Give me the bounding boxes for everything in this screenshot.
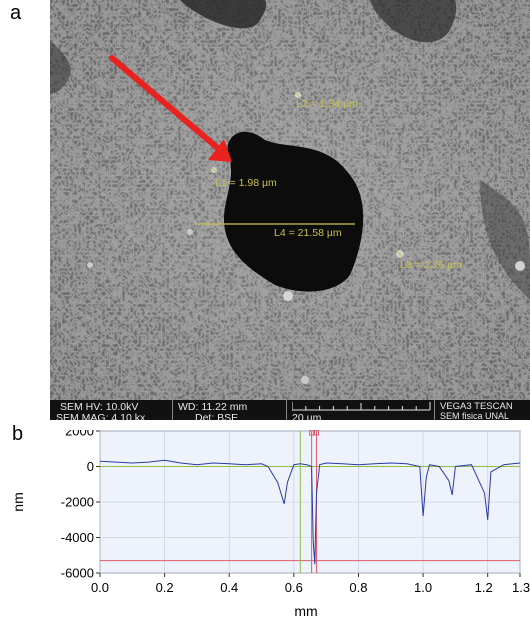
red-arrow [109,55,223,153]
x-tick-label: 1.0 [414,580,432,595]
dark-region-top [180,0,267,29]
red-arrow-head [208,139,232,162]
lab-label: SEM fisica UNAL [440,411,510,420]
sem-det: Det: BSE [195,412,239,420]
y-tick-label: -2000 [61,495,94,510]
dark-region-top-right [370,0,457,43]
sem-micrograph: L2 = 1.34 µm L1 = 1.98 µm L4 = 21.58 µm … [50,0,530,420]
scale-bar-label: 20 µm [292,412,322,420]
y-tick-label: -6000 [61,566,94,581]
panel-b-letter: b [12,423,24,445]
x-tick-labels: 0.0 0.2 0.4 0.6 0.8 1.0 1.2 1.3 [91,573,530,595]
y-tick-labels: 2000 0 -2000 -4000 -6000 [61,430,100,581]
sem-image: L2 = 1.34 µm L1 = 1.98 µm L4 = 21.58 µm … [50,0,530,400]
cursor-flag [313,430,319,436]
measure-line-l3 [397,251,403,258]
scale-bar [292,402,431,411]
measure-line-l1 [211,167,217,173]
profile-series-line [99,459,521,565]
x-tick-label: 1.2 [475,580,493,595]
sem-mag: SEM MAG: 4.10 kx [56,412,146,420]
panel-a-letter: a [10,2,22,24]
pore [223,131,364,292]
measure-line-l2 [295,91,300,98]
x-tick-label: 0.2 [156,580,174,595]
y-tick-label: 0 [87,459,94,474]
cursor-flag [309,430,315,436]
profile-chart: 2000 0 -2000 -4000 -6000 0.0 0.2 0.4 0.6 0.8 1.0 1… [10,430,530,619]
measure-label-l2: L2 = 1.34 µm [296,98,358,110]
y-axis-title: nm [10,492,26,511]
brand-label: VEGA3 TESCAN [440,401,513,412]
sem-hv: SEM HV: 10.0kV [60,401,139,413]
measure-label-l3: L3 = 2.26 µm [400,259,462,271]
y-tick-label: -4000 [61,530,94,545]
x-tick-label: 0.6 [285,580,303,595]
reference-lines [100,430,520,573]
x-tick-label: 1.3 [512,580,530,595]
sem-info-bar: SEM HV: 10.0kV SEM MAG: 4.10 kx WD: 11.2… [50,400,530,420]
sem-wd: WD: 11.22 mm [178,401,248,413]
x-tick-label: 0.8 [349,580,367,595]
x-axis-title: mm [294,603,317,619]
y-tick-label: 2000 [65,430,94,439]
x-tick-label: 0.0 [91,580,109,595]
measure-label-l1: L1 = 1.98 µm [215,177,277,189]
x-tick-label: 0.4 [220,580,238,595]
measure-label-l4: L4 = 21.58 µm [274,227,342,239]
